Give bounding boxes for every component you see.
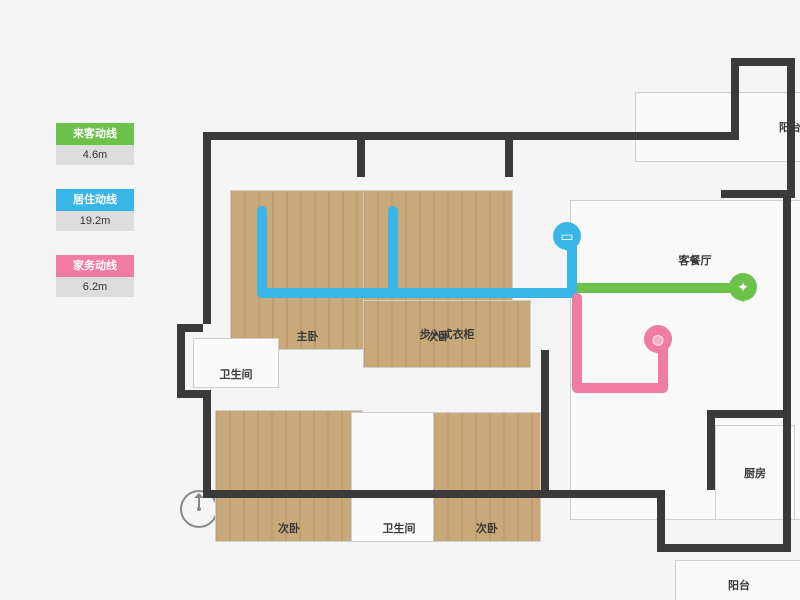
- wall-segment: [357, 132, 365, 177]
- room-label: 主卧: [297, 328, 319, 344]
- room-label: 厨房: [744, 465, 766, 481]
- legend-item-chores: 家务动线6.2m: [56, 255, 134, 297]
- room-label: 卫生间: [383, 520, 416, 536]
- room-label: 阳台: [728, 577, 750, 593]
- wall-segment: [203, 490, 547, 498]
- route-green: [567, 283, 743, 293]
- wall-segment: [783, 410, 791, 490]
- wall-segment: [731, 58, 793, 66]
- route-blue: [257, 206, 267, 296]
- route-pin-green-icon: ✦: [729, 273, 757, 301]
- wall-segment: [185, 324, 203, 332]
- route-pin-blue-icon: ▭: [553, 222, 581, 250]
- wall-segment: [177, 324, 185, 390]
- wall-segment: [541, 490, 665, 498]
- route-blue: [257, 288, 577, 298]
- wall-segment: [203, 390, 211, 490]
- floor-plan: 阳台主卧次卧步入式衣柜卫生间次卧卫生间次卧客餐厅厨房阳台✦▭◍: [175, 50, 785, 530]
- wall-segment: [731, 58, 739, 140]
- legend-label: 来客动线: [56, 123, 134, 145]
- route-pin-pink-icon: ◍: [644, 325, 672, 353]
- wall-segment: [177, 390, 205, 398]
- wall-segment: [203, 132, 733, 140]
- wall-segment: [657, 490, 665, 544]
- room-balcony-top: [635, 92, 800, 162]
- wall-segment: [783, 490, 791, 552]
- route-blue: [388, 206, 398, 296]
- room-label: 次卧: [278, 520, 300, 536]
- legend-label: 居住动线: [56, 189, 134, 211]
- room-label: 客餐厅: [679, 252, 712, 268]
- wall-segment: [541, 350, 549, 498]
- wall-segment: [505, 132, 513, 177]
- legend-value: 6.2m: [56, 277, 134, 297]
- legend-item-living: 居住动线19.2m: [56, 189, 134, 231]
- wall-segment: [707, 410, 791, 418]
- legend-item-guest: 来客动线4.6m: [56, 123, 134, 165]
- legend-value: 19.2m: [56, 211, 134, 231]
- wall-segment: [707, 410, 715, 490]
- room-label: 次卧: [476, 520, 498, 536]
- wall-segment: [787, 58, 795, 198]
- route-pink: [572, 383, 668, 393]
- legend-value: 4.6m: [56, 145, 134, 165]
- room-master-bed: [230, 190, 385, 350]
- room-label: 步入式衣柜: [420, 326, 475, 342]
- wall-segment: [203, 132, 211, 324]
- wall-segment: [657, 544, 791, 552]
- route-pink: [572, 293, 582, 393]
- legend-label: 家务动线: [56, 255, 134, 277]
- room-label: 卫生间: [220, 366, 253, 382]
- wall-segment: [783, 190, 791, 416]
